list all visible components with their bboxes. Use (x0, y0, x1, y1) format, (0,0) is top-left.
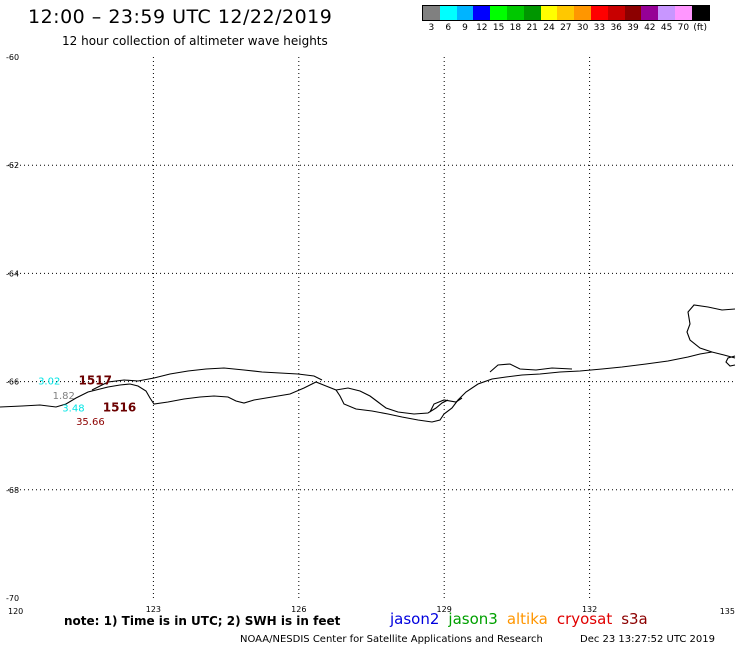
generated-timestamp: Dec 23 13:27:52 UTC 2019 (580, 634, 715, 645)
legend-swatch (473, 6, 491, 20)
longitude-label: 132 (582, 605, 597, 614)
legend-label: 21 (526, 23, 538, 33)
latitude-label: -62 (6, 161, 19, 170)
longitude-label: 129 (437, 605, 452, 614)
coastline-inlet (335, 387, 449, 415)
map-title: 12:00 – 23:59 UTC 12/22/2019 (28, 6, 333, 28)
legend-label: 15 (492, 23, 505, 33)
wave-height-legend: 3 6 9 12 15 18 21 24 27 30 33 36 39 42 45 70 (ft) (422, 5, 710, 35)
longitude-label: 135 (720, 607, 735, 616)
longitude-label: 120 (8, 607, 23, 616)
legend-swatch (574, 6, 591, 20)
legend-swatch (691, 6, 709, 20)
orbit-number: 1517 (79, 373, 112, 387)
legend-label: 12 (476, 23, 488, 33)
legend-label: 30 (576, 23, 589, 33)
satellite-name: s3a (621, 610, 648, 628)
wave-height-value: 35.66 (76, 417, 105, 428)
legend-swatch (506, 6, 524, 20)
wave-height-value: 1.82 (53, 391, 75, 402)
legend-label: 6 (445, 23, 452, 33)
coastline-east-tip (725, 355, 736, 367)
satellite-key: jason2 jason3 altika cryosat s3a (390, 610, 657, 628)
graticule: 120 123 126 129 132 135 -60 -62 -64 -66 -68 -70 (6, 53, 735, 616)
coastline-cape (489, 363, 573, 373)
legend-swatch (624, 6, 642, 20)
latitude-label: -70 (6, 594, 19, 603)
satellite-name: cryosat (556, 610, 613, 628)
satellite-name: jason2 (390, 610, 440, 628)
legend-label: 70 (677, 23, 690, 33)
legend-swatch (456, 6, 474, 20)
legend-unit: (ft) (693, 23, 707, 33)
latitude-label: -60 (6, 53, 19, 62)
latitude-label: -66 (6, 378, 19, 387)
legend-label: 33 (593, 23, 606, 33)
legend-swatch (607, 6, 625, 20)
legend-swatch (540, 6, 558, 20)
longitude-label: 126 (291, 605, 306, 614)
longitude-label: 123 (146, 605, 161, 614)
coastline-ice-shelf (91, 367, 323, 391)
legend-label: 9 (462, 23, 468, 33)
satellite-name: jason3 (448, 610, 498, 628)
orbit-number: 1516 (103, 400, 136, 414)
legend-label: 3 (428, 23, 435, 33)
map-subtitle: 12 hour collection of altimeter wave hei… (62, 34, 328, 48)
coastline-bay (429, 397, 463, 413)
credit-line: NOAA/NESDIS Center for Satellite Applica… (240, 634, 543, 645)
map-note: note: 1) Time is in UTC; 2) SWH is in fe… (64, 614, 341, 628)
latitude-label: -68 (6, 486, 19, 495)
legend-swatch (490, 6, 507, 20)
legend-swatch (523, 6, 541, 20)
wave-height-value: 3.48 (62, 403, 84, 414)
legend-swatch (658, 6, 675, 20)
legend-swatch (557, 6, 575, 20)
legend-label: 42 (644, 23, 656, 33)
legend-swatch (590, 6, 608, 20)
latitude-label: -64 (6, 269, 19, 278)
legend-label: 27 (560, 23, 572, 33)
legend-swatch (641, 6, 659, 20)
legend-swatch (674, 6, 692, 20)
legend-label: 36 (610, 23, 622, 33)
legend-labels: 3 6 9 12 15 18 21 24 27 30 33 36 39 42 45 70 (ft) (422, 21, 710, 35)
legend-color-bar (422, 5, 710, 21)
legend-label: 18 (509, 23, 522, 33)
legend-label: 39 (627, 23, 639, 33)
observation-labels: 3.02 1.823.48 35.66 1517 1516 (38, 373, 136, 428)
satellite-name: altika (506, 610, 548, 628)
legend-swatch (439, 6, 457, 20)
legend-label: 24 (543, 23, 555, 33)
legend-label: 45 (660, 23, 673, 33)
legend-swatch (423, 6, 440, 20)
antarctic-coastline (0, 304, 736, 423)
wave-height-value: 3.02 (38, 376, 60, 387)
coastline-east-headland (686, 304, 736, 353)
